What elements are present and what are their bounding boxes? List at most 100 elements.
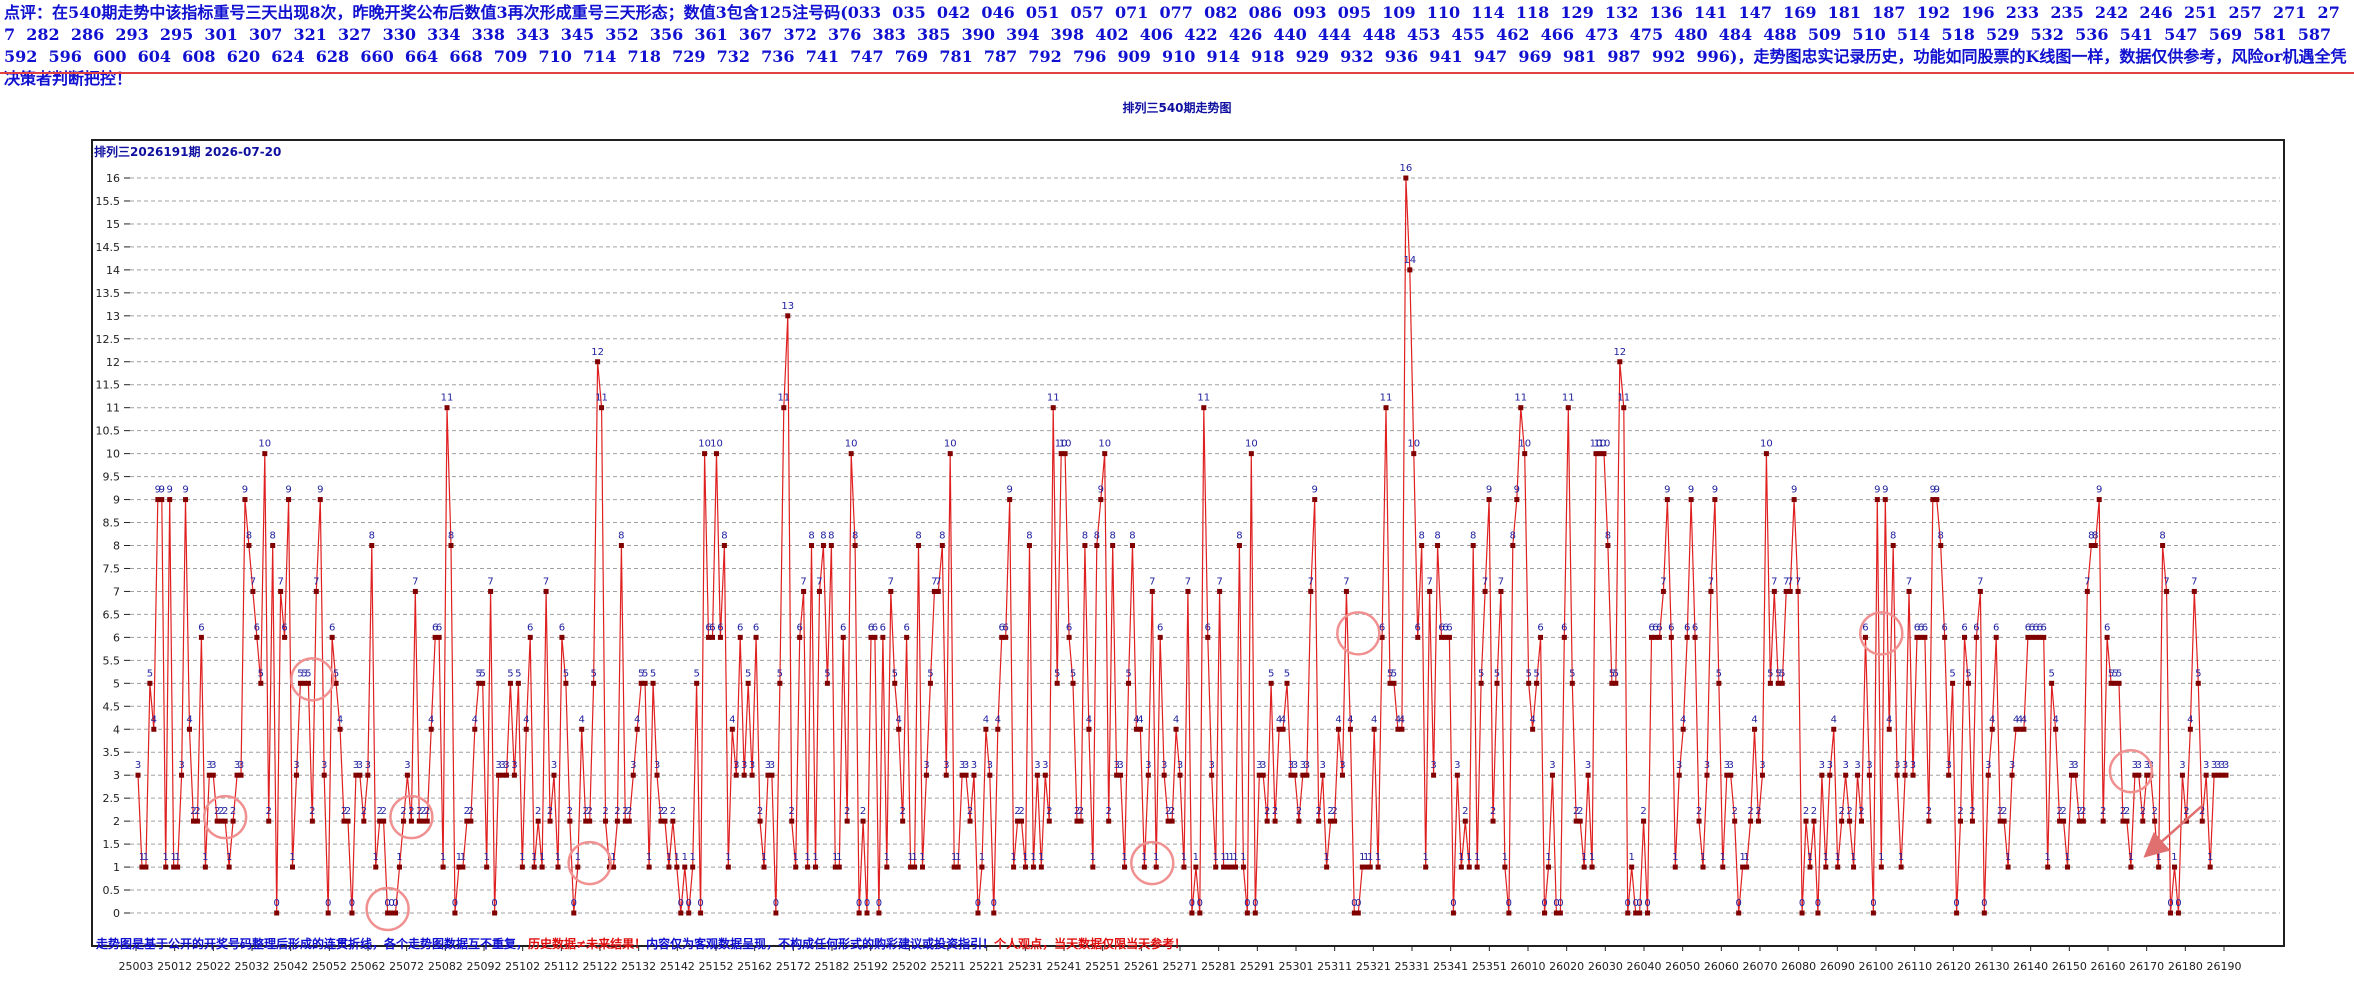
- data-point: [2156, 864, 2162, 870]
- data-point: [1379, 634, 1385, 640]
- data-point: [2065, 864, 2071, 870]
- data-label: 4: [2013, 714, 2019, 725]
- data-point: [1276, 726, 1282, 732]
- data-label: 2: [1078, 806, 1084, 817]
- data-point: [1427, 588, 1433, 594]
- y-tick-label: 10.5: [96, 425, 121, 438]
- data-label: 7: [277, 576, 283, 587]
- data-point: [1320, 772, 1326, 778]
- data-point: [1022, 864, 1028, 870]
- data-point: [1149, 588, 1155, 594]
- data-point: [1664, 497, 1670, 503]
- data-label: 1: [919, 852, 925, 863]
- data-label: 9: [1688, 485, 1694, 496]
- x-tick-label: 25022: [196, 960, 231, 973]
- data-label: 3: [987, 760, 993, 771]
- annotation-arrow: [2143, 804, 2204, 858]
- data-label: 1: [1672, 852, 1678, 863]
- data-label: 4: [428, 714, 434, 725]
- data-label: 4: [151, 714, 157, 725]
- data-point: [1074, 818, 1080, 824]
- data-label: 9: [1882, 485, 1888, 496]
- data-label: 0: [1636, 898, 1642, 909]
- data-point: [1724, 772, 1730, 778]
- data-label: 0: [1799, 898, 1805, 909]
- data-point: [1704, 772, 1710, 778]
- data-point: [2041, 634, 2047, 640]
- data-point: [912, 864, 918, 870]
- highlight-circle: [389, 794, 434, 840]
- data-label: 5: [1525, 668, 1531, 679]
- data-point: [1256, 772, 1262, 778]
- x-tick-label: 26140: [2013, 960, 2048, 973]
- data-label: 3: [511, 760, 517, 771]
- data-point: [183, 497, 189, 503]
- data-label: 6: [737, 622, 743, 633]
- data-label: 2: [2140, 806, 2146, 817]
- data-point: [919, 864, 925, 870]
- data-point: [678, 910, 684, 916]
- data-point: [2187, 726, 2193, 732]
- data-point: [377, 818, 383, 824]
- data-label: 1: [682, 852, 688, 863]
- data-point: [1185, 588, 1191, 594]
- data-label: 2: [214, 806, 220, 817]
- data-point: [1752, 726, 1758, 732]
- data-point: [1486, 497, 1492, 503]
- data-label: 3: [2179, 760, 2185, 771]
- data-label: 6: [527, 622, 533, 633]
- data-label: 4: [1173, 714, 1179, 725]
- data-label: 0: [975, 898, 981, 909]
- data-point: [1534, 680, 1540, 686]
- data-label: 3: [495, 760, 501, 771]
- data-point: [1316, 818, 1322, 824]
- data-point: [1371, 726, 1377, 732]
- data-point: [943, 772, 949, 778]
- data-point: [159, 497, 165, 503]
- data-point: [210, 772, 216, 778]
- data-label: 4: [729, 714, 735, 725]
- data-point: [670, 818, 676, 824]
- data-label: 8: [448, 531, 454, 542]
- data-label: 6: [2104, 622, 2110, 633]
- data-label: 7: [1216, 576, 1222, 587]
- data-label: 4: [523, 714, 529, 725]
- data-label: 3: [1724, 760, 1730, 771]
- x-tick-label: 26100: [1859, 960, 1894, 973]
- data-label: 3: [1339, 760, 1345, 771]
- data-point: [1038, 864, 1044, 870]
- data-point: [1962, 634, 1968, 640]
- data-label: 4: [1276, 714, 1282, 725]
- data-label: 4: [1399, 714, 1405, 725]
- data-label: 2: [194, 806, 200, 817]
- comment-text: 点评：在540期走势中该指标重号三天出现8次，昨晚开奖公布后数值3再次形成重号三…: [4, 3, 2347, 88]
- data-point: [587, 818, 593, 824]
- data-point: [1367, 864, 1373, 870]
- data-point: [1264, 818, 1270, 824]
- data-label: 6: [436, 622, 442, 633]
- data-point: [1732, 818, 1738, 824]
- data-label: 3: [1585, 760, 1591, 771]
- data-label: 3: [1145, 760, 1151, 771]
- data-point: [1042, 772, 1048, 778]
- data-label: 7: [2163, 576, 2169, 587]
- data-point: [2223, 772, 2229, 778]
- x-tick-label: 26130: [1975, 960, 2010, 973]
- data-point: [1391, 680, 1397, 686]
- data-label: 6: [2037, 622, 2043, 633]
- data-label: 0: [1450, 898, 1456, 909]
- data-label: 7: [412, 576, 418, 587]
- data-label: 1: [689, 852, 695, 863]
- data-label: 2: [2060, 806, 2066, 817]
- data-point: [325, 910, 331, 916]
- data-label: 2: [1106, 806, 1112, 817]
- data-point: [365, 772, 371, 778]
- data-label: 2: [408, 806, 414, 817]
- data-point: [2061, 818, 2067, 824]
- data-point: [820, 543, 826, 548]
- data-label: 1: [836, 852, 842, 863]
- data-point: [2076, 818, 2082, 824]
- data-point: [1355, 910, 1361, 916]
- data-label: 3: [2203, 760, 2209, 771]
- data-point: [194, 818, 200, 824]
